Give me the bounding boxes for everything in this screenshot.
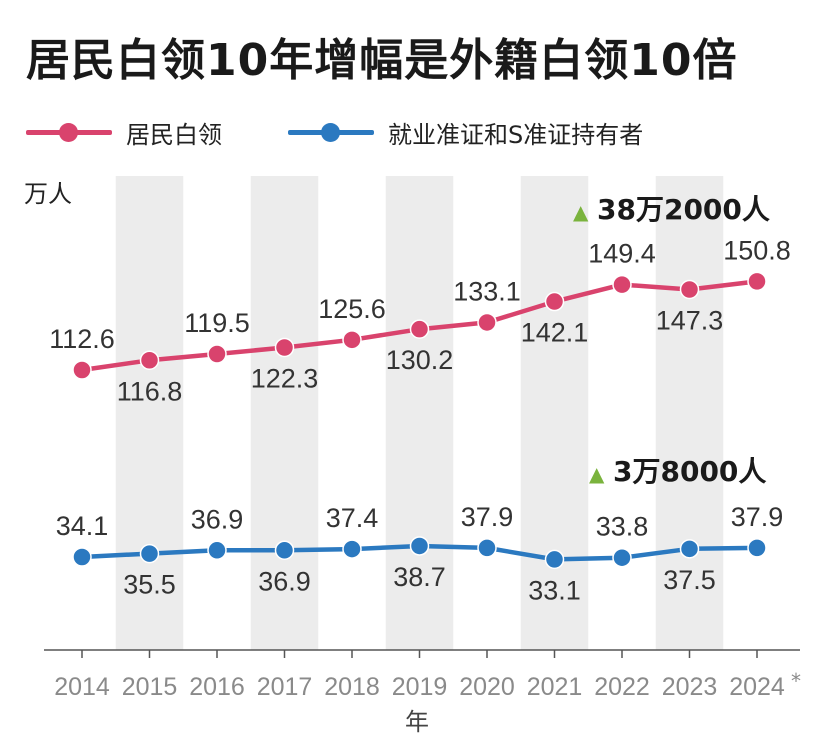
data-label-resident-2022: 149.4 (588, 239, 656, 269)
point-resident-2014 (72, 360, 92, 380)
legend-label-resident: 居民白领 (126, 120, 222, 149)
point-foreign-2019 (409, 536, 430, 556)
data-label-foreign-2014: 34.1 (56, 511, 109, 541)
point-resident-2021 (544, 291, 565, 312)
band-2015 (115, 176, 184, 650)
point-foreign-2018 (342, 539, 362, 559)
data-label-resident-2020: 133.1 (453, 276, 521, 306)
annotation-text-resident: 38万2000人 (597, 193, 770, 226)
legend: 居民白领 就业准证和S准证持有者 (26, 112, 816, 152)
annotation-marker-resident: ▲ (573, 200, 589, 224)
annotation-text-foreign: 3万8000人 (613, 455, 766, 488)
legend-marker-foreign (288, 122, 374, 142)
band-2021 (520, 176, 589, 650)
data-label-resident-2015: 116.8 (117, 376, 183, 406)
chart-title: 居民白领10年增幅是外籍白领10倍 (26, 35, 738, 86)
data-label-foreign-2024: 37.9 (731, 502, 784, 532)
point-foreign-2017 (274, 540, 295, 561)
point-foreign-2014 (72, 547, 92, 567)
data-label-resident-2024: 150.8 (723, 235, 791, 265)
point-foreign-2021 (544, 549, 565, 570)
x-tick-label-2021: 2021 (527, 673, 583, 701)
data-label-foreign-2022: 33.8 (596, 512, 649, 542)
data-label-resident-2017: 122.3 (251, 363, 319, 393)
data-label-resident-2021: 142.1 (521, 318, 589, 348)
x-tick-label-2022: 2022 (594, 673, 650, 701)
point-resident-2015 (139, 350, 160, 371)
x-tick-label-2024: 2024 (729, 673, 785, 701)
point-resident-2024 (747, 271, 767, 292)
data-label-resident-2019: 130.2 (386, 345, 454, 375)
x-tick-label-2020: 2020 (459, 673, 515, 701)
point-resident-2020 (477, 312, 497, 333)
band-2023 (655, 176, 724, 650)
point-resident-2019 (409, 319, 430, 339)
band-2019 (385, 176, 454, 650)
point-foreign-2020 (477, 538, 497, 558)
x-tick-label-2015: 2015 (122, 673, 178, 701)
x-tick-label-2018: 2018 (324, 673, 380, 701)
data-label-foreign-2017: 36.9 (258, 566, 311, 596)
point-foreign-2024 (747, 538, 767, 558)
legend-marker-resident (26, 122, 112, 142)
band-2017 (250, 176, 319, 650)
data-label-resident-2023: 147.3 (656, 305, 724, 335)
legend-dot-foreign (321, 123, 340, 142)
x-tick-label-2016: 2016 (189, 673, 245, 701)
point-foreign-2015 (139, 543, 160, 564)
legend-label-foreign: 就业准证和S准证持有者 (388, 120, 644, 149)
data-label-foreign-2016: 36.9 (191, 504, 244, 534)
point-foreign-2022 (612, 547, 632, 568)
data-label-foreign-2018: 37.4 (326, 503, 379, 533)
legend-item-foreign: 就业准证和S准证持有者 (288, 112, 643, 152)
annotation-marker-foreign: ▲ (589, 462, 605, 486)
data-label-foreign-2019: 38.7 (393, 562, 446, 592)
x-tick-label-2014: 2014 (54, 673, 110, 701)
x-tick-label-2023: 2023 (662, 673, 718, 701)
data-label-resident-2016: 119.5 (184, 308, 250, 338)
data-label-foreign-2015: 35.5 (123, 570, 176, 600)
point-resident-2017 (274, 337, 295, 358)
x-tick-suffix: * (791, 669, 801, 693)
data-label-resident-2014: 112.6 (49, 324, 115, 354)
data-label-foreign-2020: 37.9 (461, 502, 514, 532)
point-foreign-2016 (207, 540, 227, 561)
point-resident-2018 (342, 330, 362, 350)
data-label-foreign-2021: 33.1 (528, 575, 581, 605)
data-label-foreign-2023: 37.5 (663, 565, 716, 595)
point-foreign-2023 (679, 539, 700, 559)
point-resident-2016 (207, 344, 227, 364)
data-label-resident-2018: 125.6 (318, 294, 386, 324)
legend-dot-resident (59, 123, 78, 142)
x-tick-label-2019: 2019 (392, 673, 448, 701)
legend-item-resident: 居民白领 (26, 112, 222, 152)
y-axis-label: 万人 (24, 180, 72, 208)
point-resident-2022 (612, 274, 632, 295)
x-tick-label-2017: 2017 (257, 673, 313, 701)
x-axis-label: 年 (405, 708, 429, 736)
point-resident-2023 (679, 279, 700, 300)
